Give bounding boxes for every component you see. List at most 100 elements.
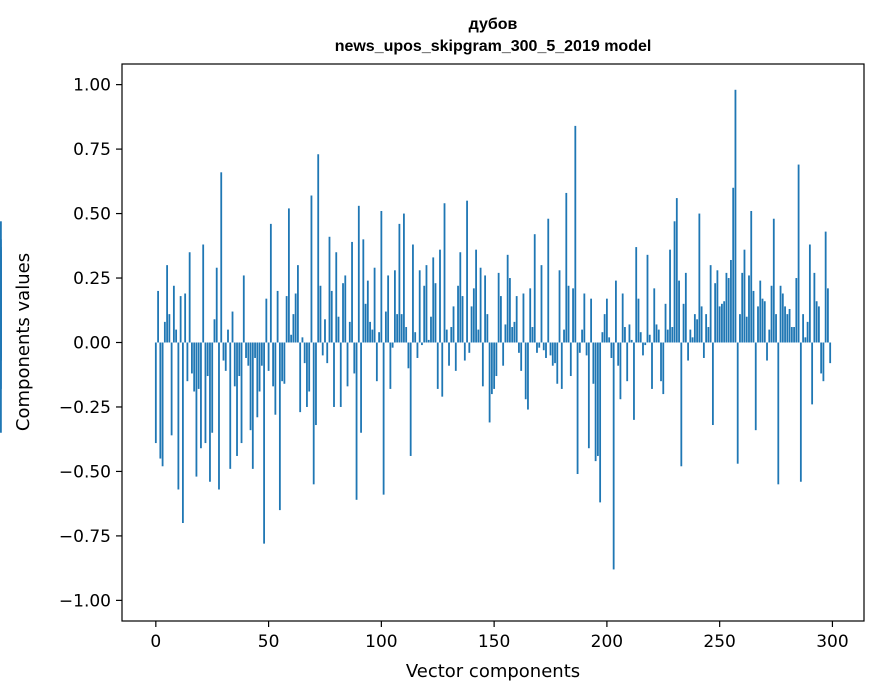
bar-component-70 [312,342,315,485]
bar-component-108 [398,223,401,343]
bar-component-101 [382,342,385,495]
bar-component-77 [328,236,331,343]
bar-component-261 [743,249,746,343]
bar-component-137 [463,342,466,361]
bar-component-156 [506,254,509,343]
bar-component-207 [621,293,624,343]
bar-component-161 [518,342,520,353]
bar-component-59 [287,208,290,343]
bar-component-79 [333,342,335,407]
bar-component-297 [824,231,827,343]
bar-component-8 [172,285,175,343]
bar-component-263 [748,275,750,343]
bar-component-192 [587,342,590,449]
bar-component-265 [752,290,755,343]
bar-component-133 [454,342,457,371]
bar-component-200 [605,298,608,343]
bar-component-undefined [0,342,2,433]
bar-component-115 [414,332,417,343]
bar-component-279 [784,306,786,343]
bar-component-102 [384,311,387,343]
bar-component-290 [808,244,811,343]
bar-component-252 [723,301,726,343]
bar-component-0 [154,342,157,444]
bar-component-284 [795,278,798,343]
bar-component-10 [177,342,180,490]
bar-component-140 [470,306,473,343]
bar-component-201 [608,337,611,343]
bar-component-42 [249,342,252,431]
bar-component-95 [369,321,371,343]
bar-component-250 [718,306,721,343]
bar-component-96 [371,329,374,343]
bar-component-259 [739,314,741,343]
y-tick-label: −0.25 [59,398,111,418]
bar-component-63 [297,265,299,343]
bar-component-7 [170,342,173,436]
bar-component-121 [427,339,430,343]
bar-component-149 [490,342,493,395]
bar-component-187 [576,342,579,475]
bar-component-41 [247,342,250,366]
bar-component-107 [396,314,399,343]
bar-component-97 [373,267,376,343]
bar-component-123 [432,257,435,343]
bar-component-35 [233,342,236,387]
bar-component-82 [339,342,342,407]
x-tick-label: 50 [258,632,280,652]
bar-component-138 [466,200,468,343]
bar-component-18 [195,342,198,477]
plot-frame [121,63,865,622]
bar-component-281 [788,308,791,343]
bar-component-64 [299,342,302,413]
bar-component-270 [763,301,766,343]
bar-component-219 [648,334,651,343]
bar-component-203 [612,342,615,570]
bar-component-294 [817,306,820,343]
bar-component-22 [204,342,207,444]
bar-component-50 [267,342,270,371]
bar-component-25 [211,342,214,433]
bar-component-105 [391,342,394,348]
bar-component-257 [734,89,737,343]
bar-component-162 [520,342,523,371]
bar-component-153 [499,296,502,343]
x-tick-label: 200 [591,632,623,652]
bar-component-76 [326,342,329,364]
bar-component-43 [251,342,254,469]
bar-component-13 [184,293,187,343]
bar-component-62 [294,293,297,343]
bar-component-75 [324,319,326,343]
bar-component-258 [736,342,739,464]
bar-component-194 [592,342,595,384]
y-tick-label: −1.00 [59,591,111,611]
bar-component-209 [626,342,629,382]
bar-component-216 [642,342,644,356]
bar-component-106 [393,270,396,343]
x-tick-label: 300 [816,632,848,652]
bar-component-33 [229,342,232,469]
bar-component-98 [375,342,378,382]
bar-component-16 [191,342,193,374]
bar-component-119 [423,285,426,343]
bar-component-232 [678,280,680,343]
x-axis-label: Vector components [406,661,580,682]
bar-component-120 [425,265,428,343]
x-tick-label: 0 [150,632,161,652]
bar-component-266 [754,342,757,431]
bar-component-188 [578,342,581,353]
bar-component-285 [797,164,800,343]
bar-component-176 [551,342,554,366]
bar-component-141 [472,288,475,343]
bar-component-181 [563,329,565,343]
bar-component-24 [209,342,211,482]
bar-component-164 [524,342,527,400]
bar-component-191 [585,342,588,356]
bar-component-122 [430,316,432,343]
bar-component-238 [691,337,694,343]
bar-component-89 [355,342,358,500]
bar-component-34 [231,311,234,343]
bar-component-220 [651,342,653,389]
bar-component-235 [684,272,687,343]
bar-component-117 [418,270,421,343]
